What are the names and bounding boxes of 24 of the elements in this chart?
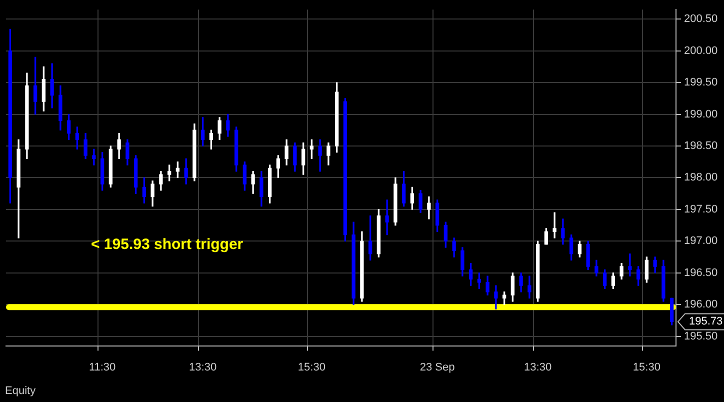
text: 195.73 <box>689 316 723 328</box>
x-tick-label: 23 Sep <box>420 361 455 374</box>
y-tick-label: 199.00 <box>684 108 718 120</box>
y-tick-label: 197.00 <box>684 235 718 248</box>
y-tick-label: 197.50 <box>684 203 718 216</box>
y-tick-label: 199.50 <box>684 76 718 89</box>
candlestick <box>552 212 556 238</box>
x-tick-label: 13:30 <box>524 361 552 374</box>
y-tick-label: 196.50 <box>684 266 718 279</box>
y-tick-label: 200.50 <box>684 13 718 26</box>
candlestick <box>385 200 389 236</box>
x-tick-label: 11:30 <box>88 361 116 374</box>
x-tick-label: 15:30 <box>298 361 326 374</box>
x-tick-label: 15:30 <box>632 361 660 374</box>
y-tick-label: 200.00 <box>684 44 718 57</box>
text: Equity <box>5 385 36 398</box>
y-tick-label: 195.50 <box>684 330 718 342</box>
annotation: < 195.93 short trigger <box>91 236 244 254</box>
y-tick-label: 198.50 <box>684 140 718 152</box>
x-tick-label: 13:30 <box>189 361 217 374</box>
y-tick-label: 196.00 <box>684 298 718 311</box>
candlestick <box>628 253 632 276</box>
candlestick <box>92 148 96 166</box>
y-tick-label: 198.00 <box>684 172 718 184</box>
